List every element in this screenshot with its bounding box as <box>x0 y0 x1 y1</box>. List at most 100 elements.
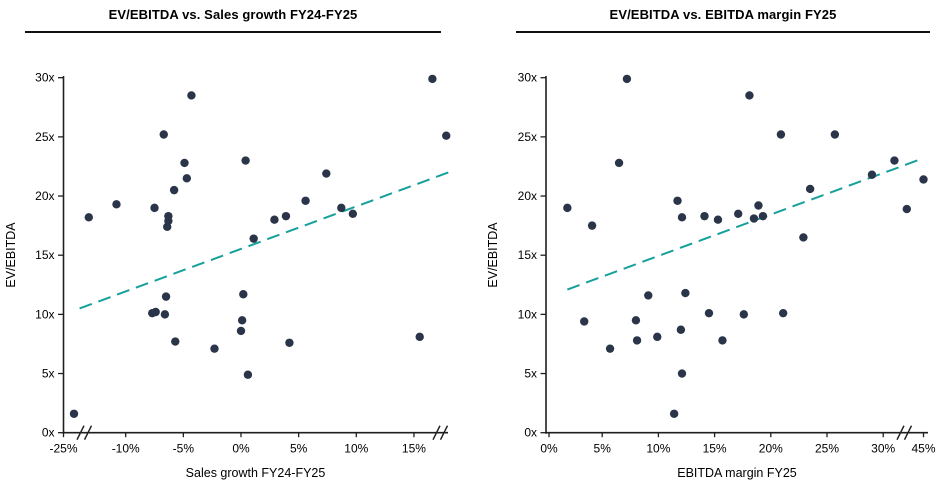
data-point <box>734 209 743 218</box>
data-point <box>830 130 840 139</box>
data-point <box>902 204 912 214</box>
data-point <box>631 316 641 325</box>
data-point <box>669 409 679 418</box>
axis-break-icon <box>903 425 913 441</box>
data-point <box>745 91 754 100</box>
data-point <box>739 310 749 319</box>
y-tick-label: 15x <box>35 248 54 262</box>
y-tick-label: 30x <box>518 71 537 85</box>
data-point <box>704 308 714 318</box>
data-point <box>754 201 763 210</box>
x-tick-label: -25% <box>49 442 77 456</box>
data-point <box>348 209 358 218</box>
x-tick-label: 10% <box>646 442 670 456</box>
data-point <box>428 74 437 84</box>
data-point <box>187 91 196 100</box>
y-tick-label: 5x <box>42 367 55 381</box>
data-point <box>241 156 250 165</box>
data-point <box>605 344 615 353</box>
data-point <box>673 196 682 205</box>
data-point <box>644 291 653 300</box>
data-point <box>112 200 121 209</box>
data-point <box>681 288 690 298</box>
data-point <box>84 213 94 222</box>
data-point <box>182 174 192 183</box>
x-tick-label: 45% <box>911 442 935 456</box>
data-point <box>243 370 253 379</box>
data-point <box>285 338 294 347</box>
data-point <box>239 290 248 299</box>
data-point <box>337 203 346 213</box>
x-tick-label: 10% <box>344 442 368 456</box>
y-tick-label: 0x <box>42 426 55 440</box>
data-point <box>677 213 687 222</box>
data-point <box>587 221 597 230</box>
data-point <box>236 326 246 336</box>
trend-line <box>567 157 924 291</box>
data-point <box>718 336 727 345</box>
data-point <box>151 307 160 317</box>
data-point <box>713 215 723 224</box>
axis-break-icon <box>432 425 441 441</box>
data-point <box>163 222 172 232</box>
x-tick-label: 0% <box>232 442 250 456</box>
x-tick-label: 30% <box>871 442 895 456</box>
data-point <box>563 203 572 213</box>
data-point <box>237 316 247 325</box>
data-point <box>614 158 624 168</box>
y-tick-label: 25x <box>518 130 537 144</box>
data-point <box>169 185 179 195</box>
left-chart-title-underline <box>25 31 441 33</box>
left-x-axis-title: Sales growth FY24-FY25 <box>185 466 326 480</box>
data-point <box>622 74 632 84</box>
data-point <box>867 170 877 179</box>
y-tick-label: 5x <box>524 367 537 381</box>
x-tick-label: 15% <box>703 442 727 456</box>
data-point <box>580 317 589 326</box>
x-tick-label: 0% <box>540 442 558 456</box>
data-point <box>919 175 928 184</box>
data-point <box>805 184 815 194</box>
left-chart-title: EV/EBITDA vs. Sales growth FY24-FY25 <box>108 7 358 22</box>
right-x-axis-title: EBITDA margin FY25 <box>677 466 797 480</box>
y-tick-label: 25x <box>35 130 54 144</box>
data-point <box>150 203 159 213</box>
x-tick-label: 25% <box>815 442 839 456</box>
right-chart-title: EV/EBITDA vs. EBITDA margin FY25 <box>609 7 837 22</box>
y-tick-label: 10x <box>518 307 537 321</box>
y-tick-label: 15x <box>518 248 537 262</box>
x-tick-label: 20% <box>759 442 783 456</box>
y-tick-label: 30x <box>35 71 54 85</box>
y-tick-label: 0x <box>524 426 537 440</box>
data-point <box>749 214 759 223</box>
data-point <box>160 310 170 319</box>
data-point <box>700 211 709 221</box>
x-tick-label: 5% <box>594 442 612 456</box>
data-point <box>442 131 451 140</box>
data-point <box>69 409 79 418</box>
data-point <box>161 292 171 301</box>
data-point <box>159 130 168 139</box>
trend-line <box>79 171 449 310</box>
data-point <box>677 369 687 378</box>
data-point <box>890 156 899 165</box>
axis-break-icon <box>76 425 85 441</box>
x-tick-label: -5% <box>173 442 195 456</box>
axis-break-icon <box>83 425 93 441</box>
y-tick-label: 10x <box>35 307 54 321</box>
x-tick-label: -10% <box>112 442 140 456</box>
data-point <box>415 332 424 342</box>
axis-break-icon <box>439 425 449 441</box>
data-point <box>270 215 279 224</box>
data-point <box>776 130 786 139</box>
data-point <box>210 344 219 353</box>
data-point <box>799 233 808 242</box>
data-point <box>180 158 189 168</box>
y-tick-label: 20x <box>35 189 54 203</box>
data-point <box>676 325 686 334</box>
right-chart-title-underline <box>516 31 930 33</box>
data-point <box>758 211 768 221</box>
data-point <box>322 169 331 178</box>
